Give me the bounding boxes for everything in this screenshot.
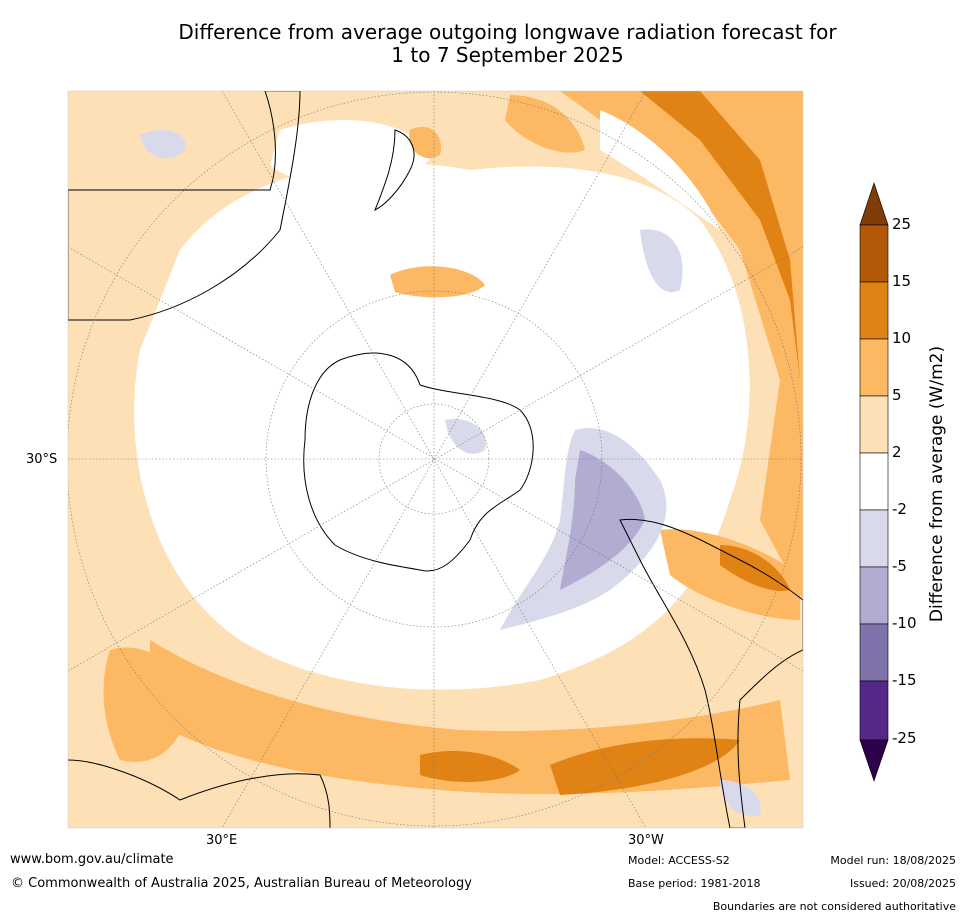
strong-anomaly-east bbox=[640, 91, 800, 380]
lat-label-30s: 30°S bbox=[26, 452, 58, 467]
copyright-text: © Commonwealth of Australia 2025, Austra… bbox=[11, 876, 472, 891]
colorbar-under-arrow bbox=[859, 739, 889, 782]
issued-text: Issued: 20/08/2025 bbox=[849, 877, 956, 890]
model-run-text: Model run: 18/08/2025 bbox=[830, 854, 956, 867]
colorbar-tick: 15 bbox=[892, 272, 912, 290]
colorbar-tick: 5 bbox=[892, 386, 902, 404]
website-link[interactable]: www.bom.gov.au/climate bbox=[10, 852, 174, 867]
colorbar-tick: -10 bbox=[892, 614, 917, 632]
disclaimer-text: Boundaries are not considered authoritat… bbox=[712, 900, 956, 913]
colorbar-tick: -25 bbox=[892, 729, 917, 747]
base-period-text: Base period: 1981-2018 bbox=[628, 877, 761, 890]
africa-coastline bbox=[68, 759, 331, 828]
colorbar-tick: 2 bbox=[892, 443, 902, 461]
title-line-2: 1 to 7 September 2025 bbox=[391, 43, 624, 67]
australia-coastline bbox=[68, 91, 301, 321]
colorbar-tick: 25 bbox=[892, 215, 912, 233]
map-title: Difference from average outgoing longwav… bbox=[40, 21, 965, 67]
colorbar-over-arrow bbox=[859, 182, 889, 226]
lon-label-30w: 30°W bbox=[628, 833, 664, 848]
colorbar-tick: -2 bbox=[892, 500, 907, 518]
map-area bbox=[68, 91, 803, 828]
graticule bbox=[68, 91, 803, 828]
model-text: Model: ACCESS-S2 bbox=[628, 854, 730, 867]
colorbar-tick: 10 bbox=[892, 329, 912, 347]
new-zealand-coastline bbox=[374, 129, 415, 212]
title-line-1: Difference from average outgoing longwav… bbox=[178, 20, 837, 44]
colorbar-tick: -15 bbox=[892, 671, 917, 689]
south-america-coastline bbox=[619, 518, 803, 828]
antarctica-coastline bbox=[303, 352, 534, 572]
lon-label-30e: 30°E bbox=[206, 833, 238, 848]
colorbar bbox=[859, 182, 889, 782]
positive-anomaly-east bbox=[560, 91, 803, 600]
colorbar-tick: -5 bbox=[892, 557, 907, 575]
colorbar-title: Difference from average (W/m2) bbox=[927, 345, 947, 623]
map-frame bbox=[67, 90, 804, 829]
